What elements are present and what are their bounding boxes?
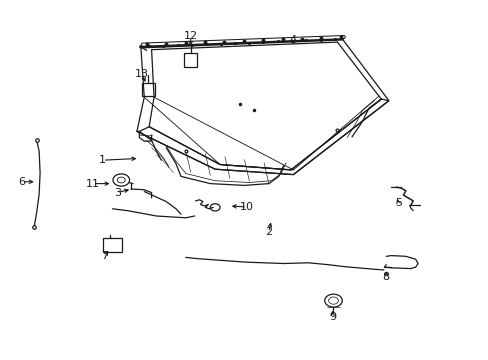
Text: 1: 1 — [99, 155, 106, 165]
Text: 12: 12 — [183, 31, 197, 41]
Circle shape — [113, 174, 129, 186]
Text: 3: 3 — [114, 188, 121, 198]
Bar — [142, 83, 154, 96]
Text: 6: 6 — [19, 177, 25, 187]
Text: 10: 10 — [240, 202, 253, 212]
Text: 4: 4 — [289, 35, 296, 45]
Bar — [102, 238, 122, 252]
Circle shape — [210, 204, 220, 211]
Text: 5: 5 — [394, 198, 401, 208]
Text: 2: 2 — [265, 227, 272, 237]
Text: 8: 8 — [382, 272, 389, 282]
Bar — [184, 53, 197, 67]
Circle shape — [324, 294, 342, 307]
Text: 7: 7 — [102, 251, 108, 261]
Circle shape — [117, 177, 125, 183]
Text: 9: 9 — [328, 312, 335, 322]
Circle shape — [328, 297, 338, 304]
Text: 13: 13 — [135, 69, 148, 79]
Text: 11: 11 — [86, 179, 100, 189]
